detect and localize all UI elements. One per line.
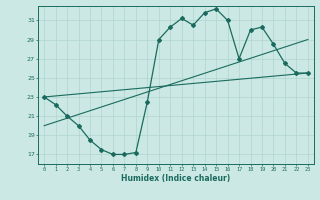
X-axis label: Humidex (Indice chaleur): Humidex (Indice chaleur) — [121, 174, 231, 183]
